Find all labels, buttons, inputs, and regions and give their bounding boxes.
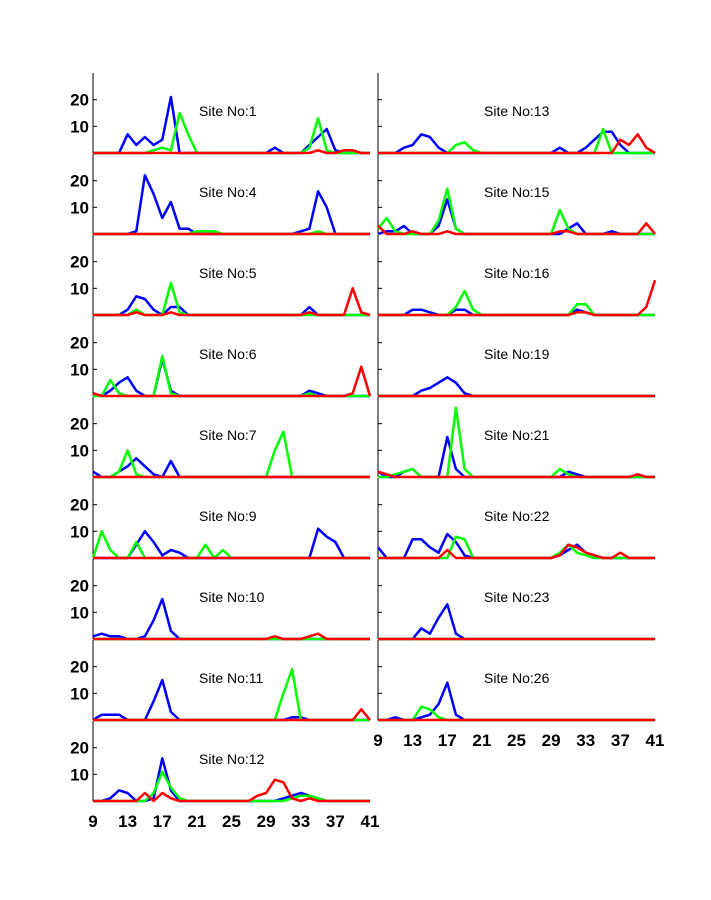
y-tick-label: 20 [70, 91, 89, 110]
y-tick-label: 10 [70, 117, 89, 136]
y-tick-label: 10 [70, 684, 89, 703]
x-tick-label: 21 [187, 812, 206, 831]
x-tick-label: 41 [361, 812, 380, 831]
x-tick-label: 25 [507, 731, 526, 750]
panel-site-no-9: 10 20 Site No:9 [70, 478, 370, 560]
panel-title: Site No:1 [199, 103, 257, 119]
panel-site-no-23: Site No:23 [377, 559, 655, 641]
panel-site-no-5: 10 20 Site No:5 [70, 235, 371, 317]
panel-site-no-11: 10 20 Site No:11 [70, 640, 371, 722]
y-tick-label: 10 [70, 441, 89, 460]
series-line-red [92, 365, 372, 398]
x-tick-label: 29 [257, 812, 276, 831]
panel-site-no-15: Site No:15 [377, 154, 656, 236]
panel-title: Site No:4 [199, 184, 257, 200]
panel-title: Site No:12 [199, 751, 265, 767]
x-tick-label: 33 [291, 812, 310, 831]
x-tick-label: 33 [576, 731, 595, 750]
series-line-blue [377, 435, 655, 479]
series-line-red [378, 543, 655, 560]
series-line-red [377, 470, 655, 479]
series-line-red [378, 133, 656, 155]
x-tick-label: 17 [438, 731, 457, 750]
x-tick-label: 9 [373, 731, 382, 750]
y-tick-label: 20 [70, 334, 89, 353]
x-tick-label: 13 [403, 731, 422, 750]
x-tick-label: 25 [222, 812, 241, 831]
y-tick-label: 10 [70, 522, 89, 541]
panel-site-no-16: Site No:16 [377, 235, 657, 317]
panel-title: Site No:13 [484, 103, 550, 119]
x-tick-label: 13 [118, 812, 137, 831]
panel-site-no-1: 10 20 Site No:1 [70, 73, 370, 155]
series-line-green [91, 530, 370, 560]
x-tick-label: 37 [326, 812, 345, 831]
x-tick-label: 29 [542, 731, 561, 750]
series-line-red [378, 279, 657, 317]
y-tick-label: 20 [70, 739, 89, 758]
series-line-blue [377, 198, 655, 236]
series-line-green [378, 289, 655, 317]
y-tick-label: 20 [70, 496, 89, 515]
x-tick-label: 21 [472, 731, 491, 750]
y-tick-label: 20 [70, 577, 89, 596]
panel-site-no-12: 10 20 Site No:12 9 13 17 21 25 29 33 37 41 [70, 721, 379, 831]
series-line-blue [378, 603, 655, 641]
panel-title: Site No:19 [484, 346, 550, 362]
panel-title: Site No:22 [484, 508, 550, 524]
panel-site-no-26: Site No:26 9 13 17 21 25 29 33 37 41 [373, 640, 664, 750]
panel-site-no-22: Site No:22 [377, 478, 655, 560]
series-line-red [377, 222, 656, 236]
series-line-red [93, 632, 370, 641]
panel-title: Site No:5 [199, 265, 257, 281]
y-tick-label: 10 [70, 765, 89, 784]
panel-site-no-6: 10 20 Site No:6 [70, 316, 372, 398]
series-line-blue [377, 532, 655, 560]
series-line-blue [378, 376, 655, 398]
x-tick-label: 41 [646, 731, 665, 750]
x-tick-label: 9 [88, 812, 97, 831]
panel-title: Site No:26 [484, 670, 550, 686]
panel-title: Site No:9 [199, 508, 257, 524]
panel-site-no-19: Site No:19 [377, 316, 655, 398]
series-line-green [93, 770, 370, 803]
panel-site-no-21: Site No:21 [377, 397, 655, 479]
series-line-red [93, 778, 370, 803]
panel-title: Site No:10 [199, 589, 265, 605]
panel-title: Site No:11 [199, 670, 264, 686]
panel-title: Site No:21 [484, 427, 550, 443]
panel-title: Site No:16 [484, 265, 550, 281]
y-tick-label: 10 [70, 603, 89, 622]
series-line-blue [378, 681, 655, 722]
y-tick-label: 10 [70, 279, 89, 298]
y-tick-label: 20 [70, 658, 89, 677]
panel-title: Site No:15 [484, 184, 550, 200]
y-tick-label: 20 [70, 172, 89, 191]
series-line-red [93, 149, 370, 155]
y-tick-label: 20 [70, 253, 89, 272]
panel-site-no-13: Site No:13 [377, 73, 656, 155]
panel-title: Site No:7 [199, 427, 257, 443]
panel-title: Site No:6 [199, 346, 257, 362]
y-tick-label: 20 [70, 415, 89, 434]
series-line-blue [92, 597, 370, 641]
series-line-blue [92, 357, 370, 398]
panel-site-no-10: 10 20 Site No:10 [70, 559, 370, 641]
panel-title: Site No:23 [484, 589, 550, 605]
series-line-red [93, 287, 371, 317]
series-line-red [93, 708, 371, 722]
x-tick-label: 37 [611, 731, 630, 750]
x-tick-label: 17 [153, 812, 172, 831]
series-line-blue [92, 678, 370, 722]
panel-site-no-4: 10 20 Site No:4 [70, 154, 370, 236]
panel-site-no-7: 10 20 Site No:7 [70, 397, 370, 479]
y-tick-label: 10 [70, 360, 89, 379]
y-tick-label: 10 [70, 198, 89, 217]
